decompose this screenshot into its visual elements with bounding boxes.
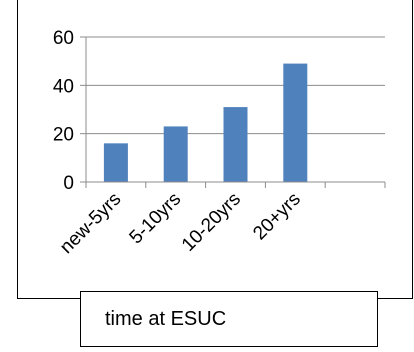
bar-5-10yrs [163, 126, 188, 182]
y-tick-label: 60 [53, 28, 74, 49]
y-tick-label: 0 [63, 173, 74, 194]
caption-box: time at ESUC [80, 291, 378, 347]
caption-text: time at ESUC [105, 308, 227, 330]
x-tick-label: 10-20yrs [178, 189, 245, 256]
x-tick-label: 5-10yrs [126, 189, 186, 249]
bar-20+yrs [283, 63, 308, 183]
bar-10-20yrs [223, 107, 248, 182]
axes [80, 36, 386, 188]
bars [103, 63, 308, 183]
x-tick-label: 20+yrs [249, 189, 305, 245]
y-tick-label: 20 [53, 125, 74, 146]
x-tick-label: new-5yrs [56, 189, 125, 258]
bar-new-5yrs [103, 143, 128, 182]
y-tick-label: 40 [53, 76, 74, 97]
